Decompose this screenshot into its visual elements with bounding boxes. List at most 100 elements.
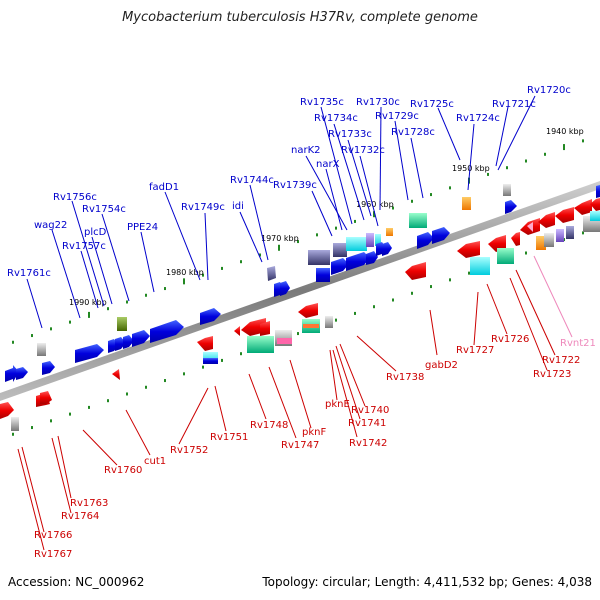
kbp-tick-minor <box>107 307 109 311</box>
gene-block <box>277 338 292 344</box>
gene-arrow <box>488 235 506 252</box>
gene-arrow <box>123 335 134 349</box>
gene-label-rv1720c: Rv1720c <box>527 85 571 96</box>
gene-label-rv1725c: Rv1725c <box>410 99 454 110</box>
kbp-tick-minor <box>449 278 451 282</box>
gene-arrow <box>457 241 480 258</box>
gene-block <box>544 233 554 247</box>
kbp-tick-minor <box>221 266 223 270</box>
kbp-tick-minor <box>354 311 356 315</box>
gene-label-rv1756c: Rv1756c <box>53 192 97 203</box>
gene-label-rv1751: Rv1751 <box>210 432 248 443</box>
kbp-tick-minor <box>354 219 356 223</box>
gene-block <box>37 343 46 356</box>
kbp-tick-minor <box>221 358 223 362</box>
gene-label-rv1734c: Rv1734c <box>314 113 358 124</box>
gene-arrow <box>16 367 28 380</box>
kbp-tick-minor <box>183 372 185 376</box>
gene-block <box>346 237 367 251</box>
gene-label-rv1738: Rv1738 <box>386 372 424 383</box>
gene-arrow <box>432 227 450 244</box>
gene-label-rv1747: Rv1747 <box>281 440 319 451</box>
gene-label-rv1748: Rv1748 <box>250 420 288 431</box>
gene-arrow <box>132 330 150 347</box>
gene-block <box>566 226 574 239</box>
gene-arrow <box>200 308 221 325</box>
reverse-gene-callouts <box>17 255 573 551</box>
kbp-tick-minor <box>202 273 204 277</box>
kbp-tick-minor <box>164 379 166 383</box>
kbp-label-1940: 1940 kbp <box>546 127 584 136</box>
kbp-tick-major <box>563 144 565 151</box>
kbp-tick-minor <box>392 298 394 302</box>
gene-label-pkne: pknE <box>325 399 350 410</box>
gene-label-rv1764: Rv1764 <box>61 511 99 522</box>
gene-label-rv1744c: Rv1744c <box>230 175 274 186</box>
gene-label-cut1: cut1 <box>144 456 166 467</box>
gene-label-rv1742: Rv1742 <box>349 438 387 449</box>
gene-block <box>536 236 546 250</box>
kbp-tick-minor <box>240 352 242 356</box>
kbp-tick-major <box>88 311 90 318</box>
gene-arrow <box>417 232 434 249</box>
kbp-tick-minor <box>259 253 261 257</box>
gene-label-rv1766: Rv1766 <box>34 530 72 541</box>
gene-label-rv1733c: Rv1733c <box>328 129 372 140</box>
kbp-tick-minor <box>50 419 52 423</box>
kbp-tick-minor <box>12 340 14 344</box>
gene-block <box>462 197 471 210</box>
gene-arrow <box>505 200 517 214</box>
kbp-tick-minor <box>582 139 584 143</box>
gene-arrow <box>574 199 592 215</box>
kbp-label-1980: 1980 kbp <box>166 268 204 277</box>
gene-label-rv1741: Rv1741 <box>348 418 386 429</box>
kbp-label-1990: 1990 kbp <box>69 298 107 307</box>
kbp-tick-minor <box>31 334 33 338</box>
gene-block <box>11 417 19 431</box>
kbp-tick-minor <box>126 392 128 396</box>
gene-block <box>470 257 490 275</box>
gene-label-rv1739c: Rv1739c <box>273 180 317 191</box>
gene-label-rv1754c: Rv1754c <box>82 204 126 215</box>
gene-label-plcd: plcD <box>84 227 107 238</box>
kbp-tick-minor <box>582 231 584 235</box>
gene-label-rv1732c: Rv1732c <box>341 145 385 156</box>
kbp-tick-minor <box>12 432 14 436</box>
kbp-tick-minor <box>50 327 52 331</box>
kbp-tick-minor <box>525 159 527 163</box>
gene-arrow <box>0 402 14 419</box>
gene-arrow <box>112 369 120 380</box>
kbp-tick-minor <box>487 172 489 176</box>
kbp-label-1960: 1960 kbp <box>356 200 394 209</box>
gene-arrow <box>280 281 290 296</box>
kbp-tick-minor <box>392 206 394 210</box>
gene-label-rv1761c: Rv1761c <box>7 268 51 279</box>
gene-block <box>366 233 374 247</box>
kbp-tick-minor <box>145 293 147 297</box>
gene-label-rv1763: Rv1763 <box>70 498 108 509</box>
gene-label-rv1749c: Rv1749c <box>181 202 225 213</box>
gene-block <box>203 358 218 364</box>
gene-label-rv1767: Rv1767 <box>34 549 72 560</box>
gene-block <box>590 211 600 221</box>
gene-block <box>316 268 330 282</box>
gene-label-rv1723: Rv1723 <box>533 369 571 380</box>
gene-arrow <box>346 252 370 271</box>
accession-text: Accession: NC_000962 <box>8 575 145 589</box>
gene-block <box>556 229 564 242</box>
kbp-tick-minor <box>69 320 71 324</box>
kbp-tick-minor <box>88 405 90 409</box>
kbp-label-1950: 1950 kbp <box>452 164 490 173</box>
gene-label-rv1752: Rv1752 <box>170 445 208 456</box>
gene-arrow <box>267 266 276 281</box>
gene-arrow <box>42 361 55 375</box>
kbp-tick-minor <box>411 291 413 295</box>
reverse-gene-labels: Rvnt21 Rv1722 Rv1723 Rv1726 Rv1727 gabD2… <box>34 334 596 560</box>
kbp-tick-minor <box>449 186 451 190</box>
kbp-label-1970: 1970 kbp <box>261 234 299 243</box>
gene-block <box>497 248 514 264</box>
kbp-tick-major <box>373 211 375 218</box>
kbp-tick-minor <box>430 193 432 197</box>
gene-label-nark2: narK2 <box>291 145 321 156</box>
gene-arrow <box>538 212 555 228</box>
